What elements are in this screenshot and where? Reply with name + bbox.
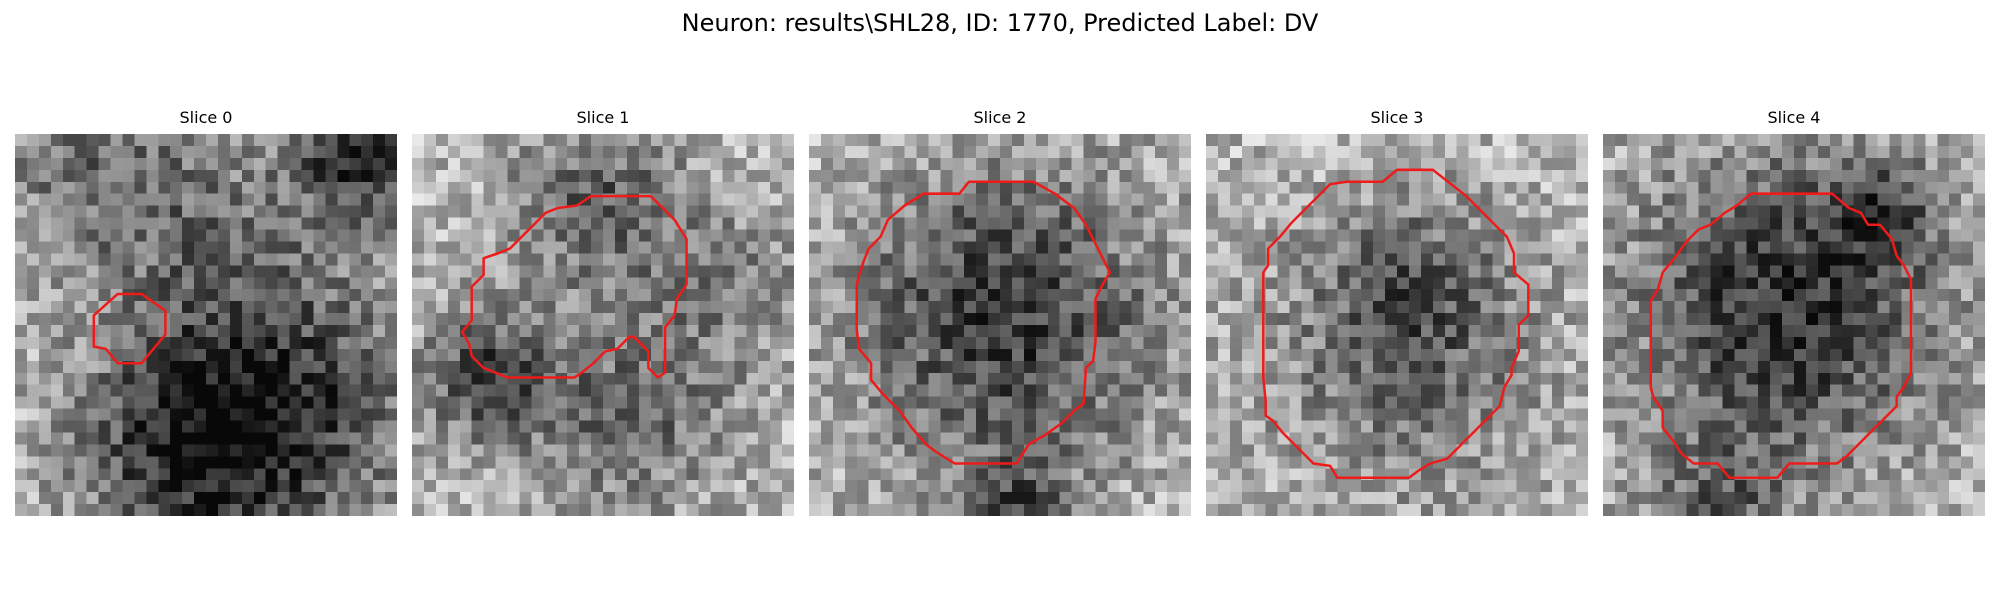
contour-overlay-4 — [1649, 192, 1913, 480]
slice-title-4: Slice 4 — [1767, 108, 1821, 127]
contour-overlay-2 — [855, 180, 1112, 465]
neuron-contour-3 — [1262, 168, 1530, 480]
slice-image-3 — [1206, 134, 1588, 516]
neuron-contour-0 — [92, 292, 167, 365]
slice-title-3: Slice 3 — [1370, 108, 1424, 127]
contour-overlay-3 — [1262, 168, 1530, 480]
neuron-contour-2 — [855, 180, 1112, 465]
slice-panel-4: Slice 4 — [1603, 108, 1985, 516]
slice-panel-3: Slice 3 — [1206, 108, 1588, 516]
slice-panel-0: Slice 0 — [15, 108, 397, 516]
slice-title-2: Slice 2 — [973, 108, 1027, 127]
slice-panel-2: Slice 2 — [809, 108, 1191, 516]
neuron-contour-1 — [460, 194, 688, 379]
slice-title-0: Slice 0 — [179, 108, 233, 127]
neuron-contour-4 — [1649, 192, 1913, 480]
contour-overlay-1 — [460, 194, 688, 379]
slice-image-2 — [809, 134, 1191, 516]
slice-image-1 — [412, 134, 794, 516]
slice-image-0 — [15, 134, 397, 516]
slice-title-1: Slice 1 — [576, 108, 630, 127]
figure-title: Neuron: results\SHL28, ID: 1770, Predict… — [681, 9, 1319, 37]
slice-image-4 — [1603, 134, 1985, 516]
slice-panel-1: Slice 1 — [412, 108, 794, 516]
contour-overlay-0 — [92, 292, 167, 365]
